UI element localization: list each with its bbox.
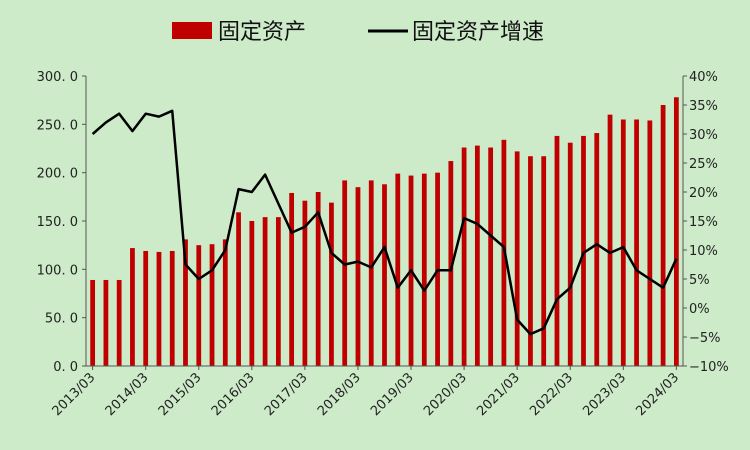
- bar: [156, 251, 162, 366]
- right-tick-label: 25%: [689, 157, 718, 172]
- left-tick-label: 100. 0: [37, 263, 78, 278]
- bar: [90, 279, 96, 366]
- bar: [647, 120, 653, 366]
- right-tick-label: −5%: [689, 331, 721, 346]
- bar: [567, 142, 573, 366]
- bar: [660, 105, 666, 366]
- bar: [342, 180, 348, 366]
- legend-swatch-bar: [172, 22, 212, 39]
- bar: [673, 97, 679, 367]
- bar: [249, 221, 255, 366]
- bar: [368, 180, 374, 366]
- right-tick-label: 35%: [689, 99, 718, 114]
- bar: [302, 200, 308, 366]
- bar: [581, 135, 586, 366]
- bar: [169, 250, 175, 366]
- bar: [554, 135, 560, 366]
- bar: [116, 279, 122, 366]
- legend-label-line: 固定资产增速: [412, 20, 544, 45]
- bar: [103, 279, 109, 366]
- bar: [541, 156, 547, 366]
- bar: [594, 133, 600, 366]
- left-tick-label: 50. 0: [45, 312, 78, 327]
- left-tick-label: 0. 0: [53, 360, 78, 375]
- bar: [514, 151, 520, 366]
- line-series: [91, 109, 678, 336]
- bar: [355, 187, 361, 366]
- bar: [528, 156, 533, 366]
- bar: [262, 217, 268, 366]
- right-tick-label: −10%: [689, 360, 729, 375]
- bar: [448, 161, 454, 366]
- right-tick-label: 20%: [689, 186, 718, 201]
- left-axis-ticks: 0. 0 50. 0 100. 0 150. 0 200. 0 250. 0 300. 0: [37, 70, 86, 375]
- bar: [196, 245, 202, 366]
- bar: [474, 145, 480, 366]
- bar: [315, 192, 321, 366]
- bar: [607, 114, 613, 366]
- bar: [461, 147, 467, 366]
- bar: [421, 173, 427, 366]
- legend-label-bar: 固定资产: [218, 20, 306, 45]
- bar: [488, 147, 494, 366]
- right-axis-ticks: −10% −5% 0% 5% 10% 15% 20% 25% 30% 35% 40%: [683, 70, 729, 375]
- bar: [183, 239, 188, 366]
- right-tick-label: 10%: [689, 244, 718, 259]
- legend: 固定资产 固定资产增速: [172, 20, 544, 45]
- left-tick-label: 250. 0: [37, 118, 78, 133]
- bar: [382, 184, 387, 366]
- right-tick-label: 5%: [689, 273, 710, 288]
- bar: [236, 212, 241, 366]
- left-tick-label: 200. 0: [37, 167, 78, 182]
- bar: [275, 217, 281, 366]
- bar: [395, 173, 401, 366]
- left-tick-label: 150. 0: [37, 215, 78, 230]
- right-tick-label: 30%: [689, 128, 718, 143]
- growth-line: [91, 109, 678, 336]
- bar-series: [90, 97, 679, 367]
- bar: [289, 192, 295, 366]
- right-tick-label: 40%: [689, 70, 718, 85]
- bar: [209, 244, 215, 366]
- bar: [329, 202, 334, 366]
- bar: [143, 250, 149, 366]
- bar: [620, 119, 626, 366]
- bar: [634, 119, 639, 366]
- bar: [222, 239, 228, 366]
- right-tick-label: 0%: [689, 302, 710, 317]
- bar: [130, 248, 135, 366]
- left-tick-label: 300. 0: [37, 70, 78, 85]
- right-tick-label: 15%: [689, 215, 718, 230]
